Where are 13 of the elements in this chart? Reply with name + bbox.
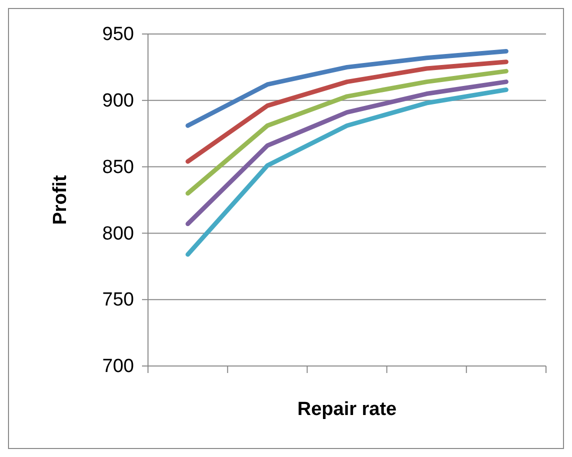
line-series xyxy=(186,60,508,164)
y-axis-title: Profit xyxy=(50,174,71,225)
y-tick-label: 900 xyxy=(102,90,134,112)
y-tick-label: 850 xyxy=(102,156,134,178)
line-series xyxy=(186,68,508,196)
line-series xyxy=(186,80,508,226)
y-tick-label: 700 xyxy=(102,356,134,378)
y-tick-label: 800 xyxy=(102,223,134,244)
line-series xyxy=(186,88,508,257)
y-tick-label: 950 xyxy=(102,24,134,46)
line-series xyxy=(186,49,508,128)
x-axis-title: Repair rate xyxy=(297,399,397,420)
y-tick-label: 750 xyxy=(102,290,134,311)
